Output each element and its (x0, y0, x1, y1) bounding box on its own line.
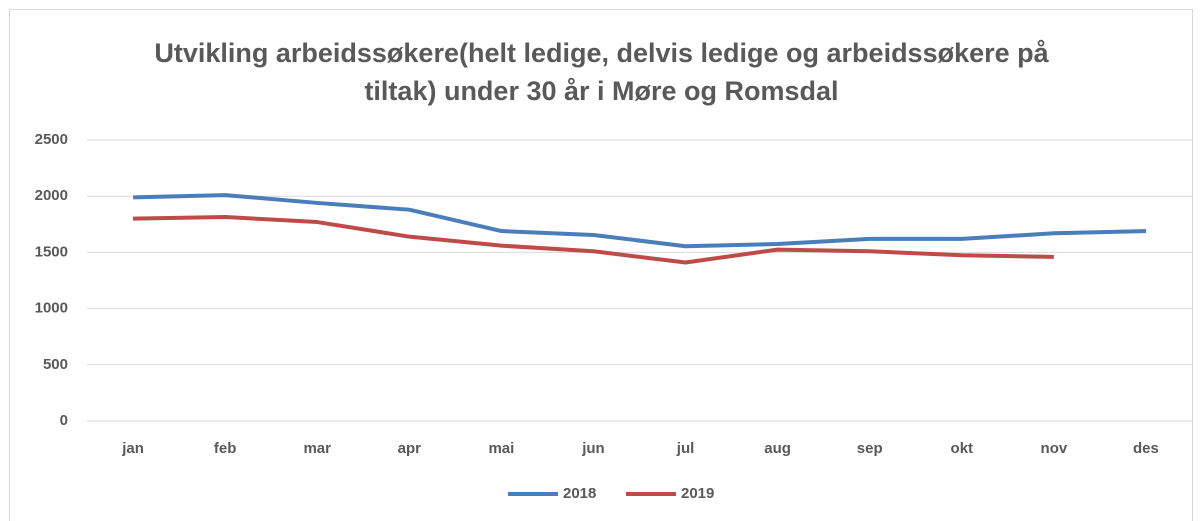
x-tick-label: feb (214, 440, 237, 457)
x-tick-label: apr (398, 440, 422, 457)
chart-title-box: Utvikling arbeidssøkere(helt ledige, del… (0, 34, 1203, 110)
x-tick-label: okt (951, 440, 974, 457)
x-tick-label: jan (121, 440, 144, 457)
y-tick-label: 1000 (35, 300, 68, 317)
y-tick-label: 2000 (35, 187, 68, 204)
x-tick-label: jul (676, 440, 695, 457)
chart-border (9, 9, 1193, 521)
x-tick-label: aug (764, 440, 791, 457)
legend-label: 2019 (681, 485, 714, 502)
series-line (133, 214, 1054, 265)
y-tick-label: 0 (60, 412, 68, 429)
legend-label: 2018 (563, 485, 596, 502)
chart-title: Utvikling arbeidssøkere(helt ledige, del… (154, 38, 1049, 106)
y-tick-label: 500 (43, 356, 68, 373)
series-line (132, 193, 1147, 249)
x-tick-label: jun (581, 440, 605, 457)
x-tick-label: mar (303, 440, 331, 457)
x-tick-label: mai (488, 440, 514, 457)
x-tick-label: nov (1041, 440, 1068, 457)
x-tick-label: des (1133, 440, 1159, 457)
x-tick-label: sep (857, 440, 883, 457)
y-tick-label: 1500 (35, 243, 68, 260)
y-tick-label: 2500 (35, 131, 68, 148)
